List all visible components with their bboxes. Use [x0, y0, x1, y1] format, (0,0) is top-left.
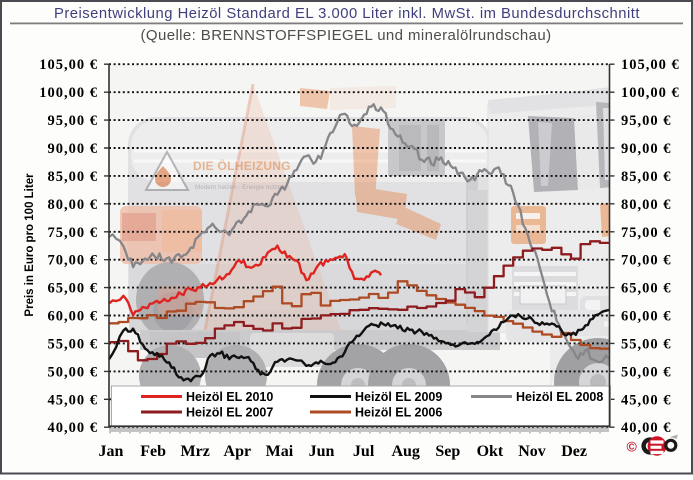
svg-text:DIE ÖLHEIZUNG: DIE ÖLHEIZUNG — [193, 158, 291, 173]
svg-text:45,00 €: 45,00 € — [48, 392, 99, 408]
svg-text:Heizöl EL 2006: Heizöl EL 2006 — [355, 406, 442, 420]
svg-text:40,00 €: 40,00 € — [48, 420, 99, 436]
svg-text:75,00 €: 75,00 € — [48, 225, 99, 241]
svg-text:Mai: Mai — [266, 443, 294, 460]
svg-text:90,00 €: 90,00 € — [48, 141, 99, 157]
svg-text:Heizöl EL 2010: Heizöl EL 2010 — [186, 390, 273, 404]
svg-text:50,00 €: 50,00 € — [621, 364, 672, 380]
svg-text:90,00 €: 90,00 € — [621, 141, 672, 157]
svg-text:Mrz: Mrz — [181, 443, 210, 460]
svg-text:85,00 €: 85,00 € — [621, 169, 672, 185]
svg-text:Jul: Jul — [353, 443, 375, 460]
svg-text:100,00 €: 100,00 € — [39, 85, 98, 101]
svg-text:Modern heizen - Energie nutzen: Modern heizen - Energie nutzen — [195, 184, 285, 191]
svg-text:75,00 €: 75,00 € — [621, 225, 672, 241]
svg-text:40,00 €: 40,00 € — [621, 420, 672, 436]
svg-text:Jun: Jun — [309, 443, 335, 460]
svg-text:70,00 €: 70,00 € — [621, 253, 672, 269]
svg-text:Feb: Feb — [140, 443, 166, 460]
svg-text:Heizöl EL 2007: Heizöl EL 2007 — [186, 406, 273, 420]
svg-text:105,00 €: 105,00 € — [39, 57, 98, 73]
svg-text:Apr: Apr — [224, 443, 252, 460]
svg-text:Jan: Jan — [99, 443, 124, 460]
svg-text:55,00 €: 55,00 € — [48, 336, 99, 352]
svg-text:Heizöl EL 2008: Heizöl EL 2008 — [516, 390, 603, 404]
svg-text:©: © — [627, 439, 638, 455]
svg-text:Preis in Euro pro 100 Liter: Preis in Euro pro 100 Liter — [24, 173, 36, 317]
svg-text:80,00 €: 80,00 € — [48, 197, 99, 213]
svg-text:95,00 €: 95,00 € — [621, 113, 672, 129]
svg-text:45,00 €: 45,00 € — [621, 392, 672, 408]
svg-text:80,00 €: 80,00 € — [621, 197, 672, 213]
svg-text:70,00 €: 70,00 € — [48, 253, 99, 269]
svg-text:65,00 €: 65,00 € — [48, 281, 99, 297]
svg-text:60,00 €: 60,00 € — [621, 309, 672, 325]
svg-text:105,00 €: 105,00 € — [621, 57, 680, 73]
svg-text:Aug: Aug — [391, 443, 419, 460]
svg-text:(Quelle: BRENNSTOFFSPIEGEL und: (Quelle: BRENNSTOFFSPIEGEL und mineralöl… — [141, 27, 552, 44]
svg-text:55,00 €: 55,00 € — [621, 336, 672, 352]
svg-text:95,00 €: 95,00 € — [48, 113, 99, 129]
svg-text:Sep: Sep — [435, 443, 460, 460]
svg-text:65,00 €: 65,00 € — [621, 281, 672, 297]
svg-text:Heizöl EL 2009: Heizöl EL 2009 — [355, 390, 442, 404]
svg-text:85,00 €: 85,00 € — [48, 169, 99, 185]
svg-text:Okt: Okt — [477, 443, 504, 460]
svg-text:Preisentwicklung Heizöl Standa: Preisentwicklung Heizöl Standard EL 3.00… — [54, 6, 640, 22]
svg-text:100,00 €: 100,00 € — [621, 85, 680, 101]
svg-text:50,00 €: 50,00 € — [48, 364, 99, 380]
svg-text:Nov: Nov — [518, 443, 546, 460]
svg-text:60,00 €: 60,00 € — [48, 309, 99, 325]
svg-text:Dez: Dez — [561, 443, 587, 460]
